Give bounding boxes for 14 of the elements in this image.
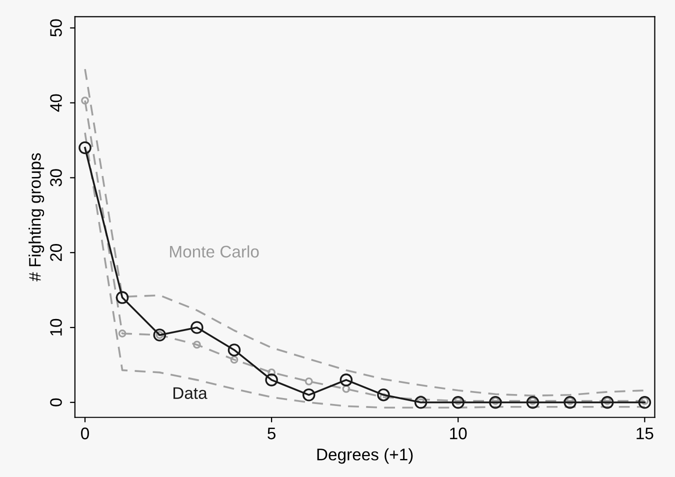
y-tick-label: 10 <box>50 318 62 336</box>
y-tick-label: 20 <box>50 244 62 262</box>
y-axis-title: # Fighting groups <box>28 153 44 282</box>
y-tick-label: 0 <box>50 398 62 406</box>
x-tick-label: 10 <box>450 428 467 440</box>
y-tick-label: 30 <box>50 169 62 186</box>
y-tick-label: 40 <box>50 94 62 112</box>
x-tick-label: 15 <box>636 428 654 440</box>
x-axis-title: Degrees (+1) <box>317 448 413 464</box>
annotation: Monte Carlo <box>170 245 259 258</box>
x-tick-label: 0 <box>81 428 89 440</box>
x-tick-label: 5 <box>268 428 276 440</box>
y-tick-label: 50 <box>50 19 62 37</box>
annotation: Data <box>173 387 208 400</box>
